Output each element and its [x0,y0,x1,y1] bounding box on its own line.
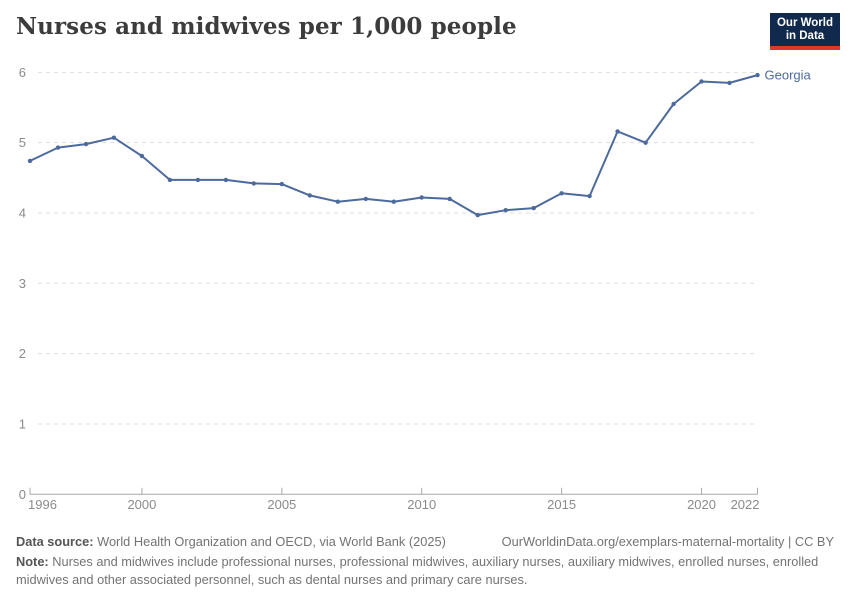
x-tick-label: 2000 [127,497,156,512]
page-title: Nurses and midwives per 1,000 people [16,13,517,40]
note: Note: Nurses and midwives include profes… [16,553,834,589]
x-tick-label: 2010 [407,497,436,512]
data-point [139,153,145,159]
note-text: Nurses and midwives include professional… [16,554,819,587]
data-point [699,79,704,84]
data-point [727,80,732,86]
y-tick-label: 6 [19,65,26,80]
data-point [587,193,592,199]
y-tick-label: 3 [19,276,26,291]
x-tick-label: 1996 [28,497,57,512]
data-line [29,74,759,217]
data-point [419,195,424,200]
data-source-text: World Health Organization and OECD, via … [97,534,446,549]
y-tick-label: 1 [19,416,26,431]
data-point [335,199,340,204]
y-tick-label: 2 [19,346,26,361]
chart-footer: Data source: World Health Organization a… [16,533,834,589]
y-tick-label: 0 [19,487,26,502]
data-point [447,196,452,202]
owid-logo-line2: in Data [785,29,825,42]
line-chart: 0 1 2 3 4 5 6 1996 2000 2005 2010 2015 2020 2022 Georg… [19,65,812,512]
data-point [195,177,201,183]
data-point [223,177,229,183]
data-source-label: Data source: [16,534,94,549]
data-point [55,145,61,150]
data-point [111,135,117,140]
series-label: Georgia [765,68,812,83]
data-point [279,181,284,187]
data-source: Data source: World Health Organization a… [16,533,446,551]
data-point [559,191,564,196]
owid-logo-line1: Our World [776,16,833,29]
data-point [671,101,676,107]
data-point [363,196,368,202]
data-point [391,199,396,204]
y-tick-label: 4 [19,205,26,220]
data-point [475,212,480,218]
data-point [27,158,33,164]
x-tick-label: 2005 [267,497,296,512]
data-point [251,181,256,186]
x-tick-label: 2015 [547,497,576,512]
data-point [755,72,760,78]
data-point [83,141,89,147]
x-tick-label: 2020 [687,497,716,512]
y-tick-label: 5 [19,135,26,150]
data-point [643,140,648,145]
owid-citation-link[interactable]: OurWorldinData.org/exemplars-maternal-mo… [501,534,834,549]
note-label: Note: [16,554,49,569]
x-tick-label: 2022 [731,497,760,512]
data-point [503,208,508,213]
data-point [615,129,620,134]
data-point [307,193,312,198]
owid-logo: Our World in Data [770,13,840,50]
data-point [167,177,173,183]
data-point [531,205,536,211]
